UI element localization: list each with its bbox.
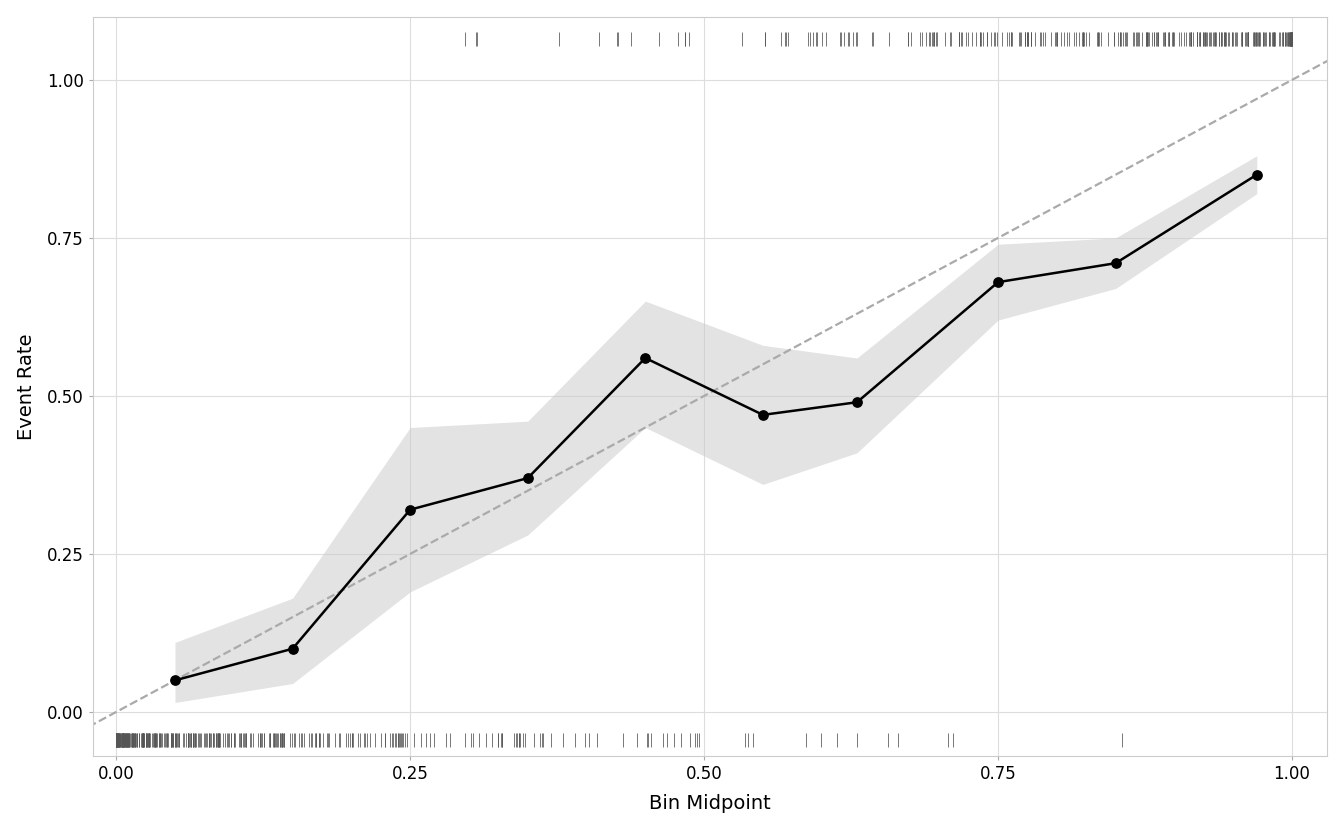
Y-axis label: Event Rate: Event Rate [16,333,36,440]
Point [634,351,656,364]
Point [988,276,1009,289]
Point [164,674,185,687]
Point [753,408,774,422]
Point [399,503,421,516]
Point [517,471,539,485]
Point [1105,256,1126,270]
X-axis label: Bin Midpoint: Bin Midpoint [649,794,771,813]
Point [847,396,868,409]
Point [282,642,304,656]
Point [1246,168,1267,181]
